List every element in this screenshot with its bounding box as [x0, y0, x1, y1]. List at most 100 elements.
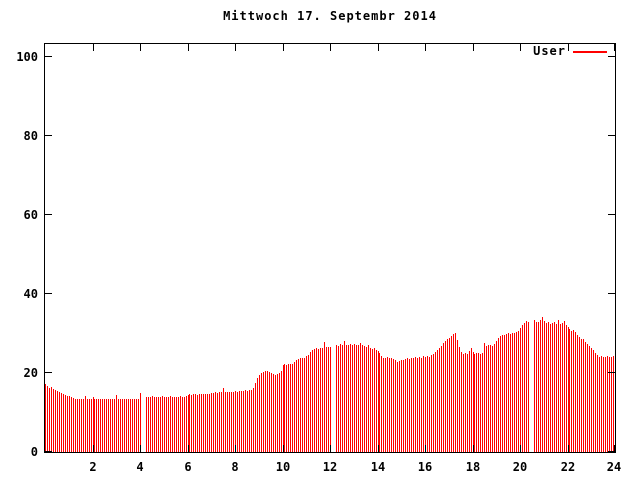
- bar: [106, 399, 107, 452]
- bar: [195, 394, 196, 452]
- bar: [259, 375, 260, 452]
- bar: [474, 354, 475, 452]
- bar: [211, 393, 212, 452]
- bar: [469, 351, 470, 452]
- bar: [249, 390, 250, 452]
- bar: [429, 357, 430, 452]
- bar: [61, 393, 62, 452]
- bar: [286, 365, 287, 452]
- bar: [168, 397, 169, 452]
- bar: [597, 355, 598, 452]
- bar: [306, 356, 307, 452]
- bar: [381, 356, 382, 452]
- bar: [312, 350, 313, 452]
- x-tick: [140, 44, 141, 51]
- bar: [237, 392, 238, 452]
- x-tick: [188, 445, 189, 452]
- bar: [354, 344, 355, 452]
- bar: [180, 396, 181, 452]
- x-tick: [283, 445, 284, 452]
- bar: [85, 396, 86, 452]
- x-tick: [425, 445, 426, 452]
- bar: [480, 354, 481, 452]
- bar: [593, 350, 594, 452]
- x-tick: [378, 445, 379, 452]
- bar: [122, 399, 123, 452]
- bar: [496, 341, 497, 452]
- x-tick: [330, 445, 331, 452]
- bar: [257, 378, 258, 452]
- bar: [471, 348, 472, 452]
- bar: [102, 399, 103, 452]
- y-tick: [608, 293, 615, 294]
- x-tick-label: 20: [512, 460, 528, 474]
- bar: [65, 395, 66, 452]
- bar: [544, 321, 545, 452]
- bar: [203, 394, 204, 452]
- bar: [391, 358, 392, 452]
- bar: [467, 354, 468, 452]
- bar: [417, 358, 418, 452]
- bar: [536, 322, 537, 452]
- bar: [415, 357, 416, 452]
- bar: [118, 399, 119, 452]
- bar: [364, 346, 365, 452]
- bar: [225, 392, 226, 452]
- bar: [300, 358, 301, 452]
- x-tick-label: 14: [370, 460, 386, 474]
- bar: [378, 351, 379, 452]
- bar: [577, 335, 578, 452]
- bar: [199, 394, 200, 452]
- plot-canvas: [45, 44, 615, 452]
- bar: [490, 345, 491, 452]
- bar: [108, 399, 109, 452]
- bar: [182, 397, 183, 452]
- bar: [93, 397, 94, 452]
- bar: [476, 353, 477, 452]
- bar: [449, 338, 450, 452]
- y-tick-label: 60: [23, 208, 38, 222]
- bar: [59, 392, 60, 452]
- bar: [338, 346, 339, 452]
- bar: [89, 399, 90, 452]
- bar: [500, 336, 501, 452]
- bar: [465, 353, 466, 452]
- bar: [568, 327, 569, 452]
- bar: [457, 340, 458, 452]
- bar: [176, 397, 177, 452]
- bar: [348, 345, 349, 452]
- bar: [395, 360, 396, 452]
- bar: [229, 392, 230, 452]
- bar: [148, 397, 149, 452]
- bar: [601, 356, 602, 452]
- x-tick: [283, 44, 284, 51]
- x-tick: [568, 445, 569, 452]
- bar: [413, 358, 414, 452]
- bar: [136, 399, 137, 452]
- bar: [516, 332, 517, 452]
- bar: [67, 396, 68, 452]
- bar: [205, 394, 206, 452]
- bar: [114, 399, 115, 452]
- bar: [383, 358, 384, 452]
- bar: [374, 348, 375, 452]
- bar: [158, 397, 159, 452]
- bar: [57, 391, 58, 452]
- bar: [506, 334, 507, 452]
- bar: [219, 392, 220, 452]
- bar: [269, 372, 270, 452]
- bar: [53, 389, 54, 452]
- x-tick-label: 10: [275, 460, 291, 474]
- bar: [223, 388, 224, 452]
- bar: [605, 357, 606, 452]
- bar: [526, 321, 527, 452]
- bar: [433, 354, 434, 452]
- bar: [324, 342, 325, 452]
- bar: [425, 357, 426, 452]
- bar: [435, 352, 436, 452]
- bar: [328, 347, 329, 452]
- bar: [120, 399, 121, 452]
- bar: [130, 399, 131, 452]
- y-tick: [608, 214, 615, 215]
